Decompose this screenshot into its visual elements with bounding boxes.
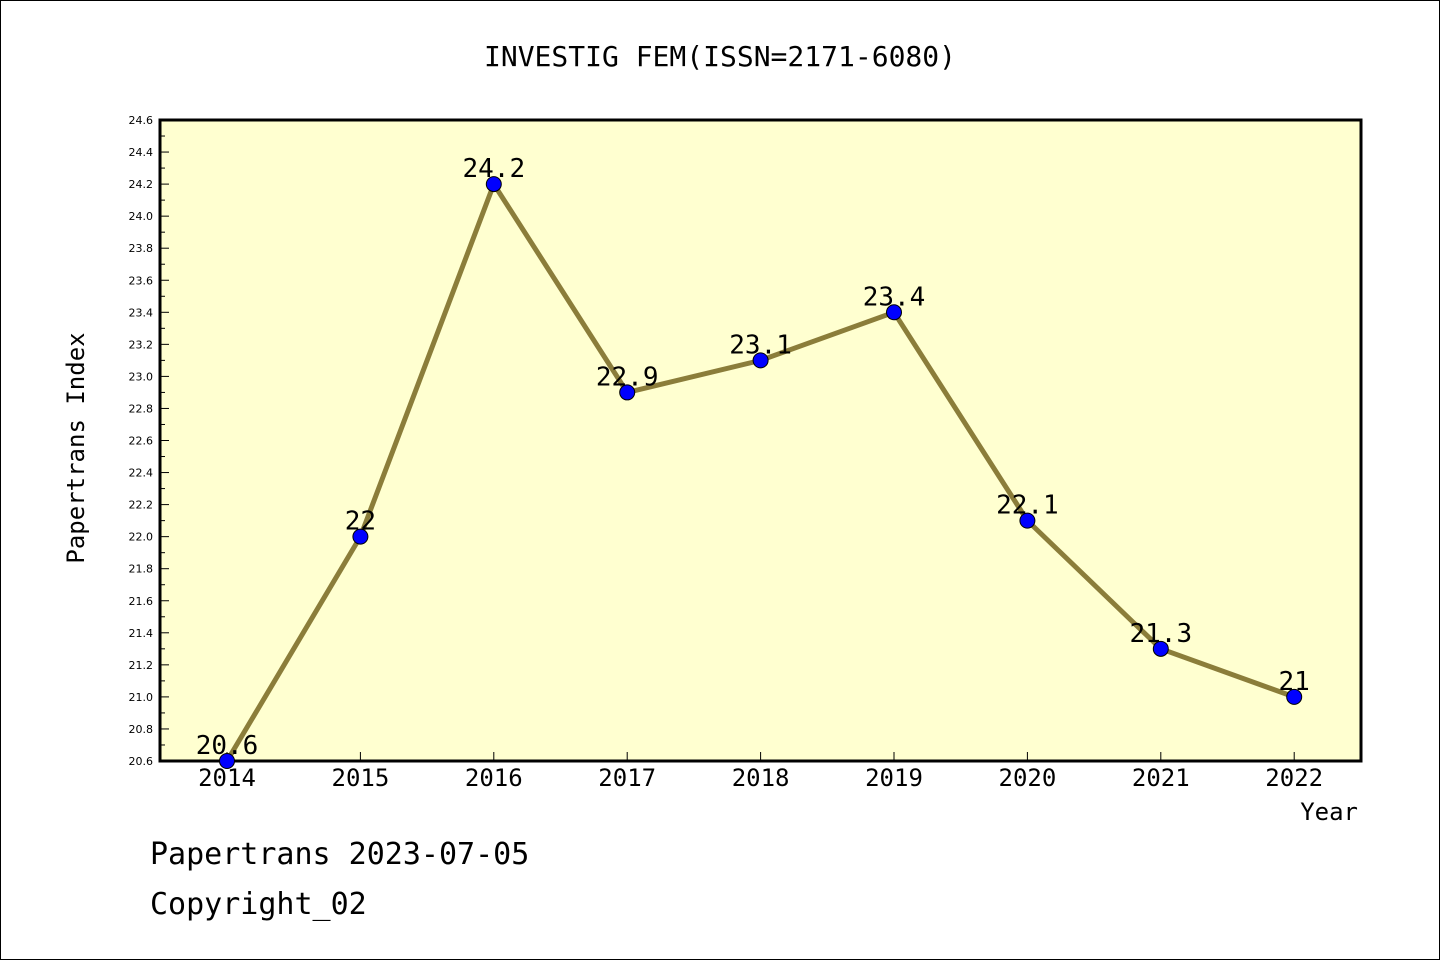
data-label: 22.1 <box>996 491 1059 521</box>
data-label: 22 <box>345 507 376 537</box>
data-point <box>1019 512 1036 529</box>
series-group: 20.6 22 24.2 22.9 23.1 23.4 22.1 21.3 21 <box>196 154 1310 769</box>
data-point <box>752 352 769 369</box>
y-tick-label: 23.8 <box>129 242 154 255</box>
data-label: 21.3 <box>1129 619 1192 649</box>
data-label: 21 <box>1279 667 1310 697</box>
y-tick-label: 23.6 <box>129 274 154 287</box>
data-label: 24.2 <box>462 154 525 184</box>
x-tick-label: 2016 <box>465 764 523 792</box>
data-point <box>352 528 369 545</box>
plot-area <box>158 118 1363 763</box>
data-point <box>619 384 636 401</box>
x-tick-label: 2019 <box>865 764 923 792</box>
y-tick-label: 22.0 <box>129 531 154 544</box>
data-label: 22.9 <box>596 362 659 392</box>
y-tick-label: 21.8 <box>129 563 154 576</box>
data-label: 23.4 <box>863 282 926 312</box>
y-tick-label: 24.0 <box>129 210 154 223</box>
x-tick-label: 2018 <box>732 764 790 792</box>
data-point <box>886 304 902 321</box>
y-tick-label: 21.6 <box>129 595 154 608</box>
y-tick-label: 24.6 <box>129 114 154 127</box>
data-point <box>1286 688 1303 705</box>
y-tick-label: 21.4 <box>129 627 154 640</box>
y-tick-label: 22.6 <box>129 435 154 448</box>
x-tick-label: 2015 <box>332 764 390 792</box>
x-tick-label: 2017 <box>598 764 656 792</box>
footer-copyright: Copyright_02 <box>150 887 367 922</box>
data-point <box>1152 640 1169 657</box>
x-axis-label: Year <box>1300 798 1358 826</box>
chart-title: INVESTIG FEM(ISSN=2171-6080) <box>484 40 956 73</box>
footer-date: Papertrans 2023-07-05 <box>150 837 529 872</box>
y-tick-label: 20.6 <box>129 755 154 768</box>
data-label: 23.1 <box>729 330 792 360</box>
y-axis-label: Papertrans Index <box>62 332 90 563</box>
y-tick-label: 21.0 <box>129 691 154 704</box>
y-tick-label: 23.0 <box>129 370 154 383</box>
x-tick-label: 2021 <box>1132 764 1190 792</box>
y-tick-label: 22.8 <box>129 402 154 415</box>
y-tick-label: 22.2 <box>129 499 154 512</box>
y-tick-label: 22.4 <box>129 467 154 480</box>
x-tick-label: 2022 <box>1265 764 1323 792</box>
y-tick-label: 21.2 <box>129 659 154 672</box>
x-tick-label: 2020 <box>999 764 1057 792</box>
data-point <box>485 176 502 193</box>
y-axis: 20.6 20.8 21.0 21.2 21.4 21.6 21.8 22.0 22.2 22.4… <box>129 114 169 768</box>
y-tick-label: 23.4 <box>129 306 154 319</box>
x-axis: 2014 2015 2016 2017 2018 2019 2020 2021 2022 <box>198 752 1323 792</box>
y-tick-label: 20.8 <box>129 723 154 736</box>
data-point <box>219 753 235 769</box>
y-tick-label: 24.4 <box>129 146 154 159</box>
y-tick-label: 23.2 <box>129 338 154 351</box>
data-label: 20.6 <box>196 731 259 761</box>
y-tick-label: 24.2 <box>129 178 154 191</box>
